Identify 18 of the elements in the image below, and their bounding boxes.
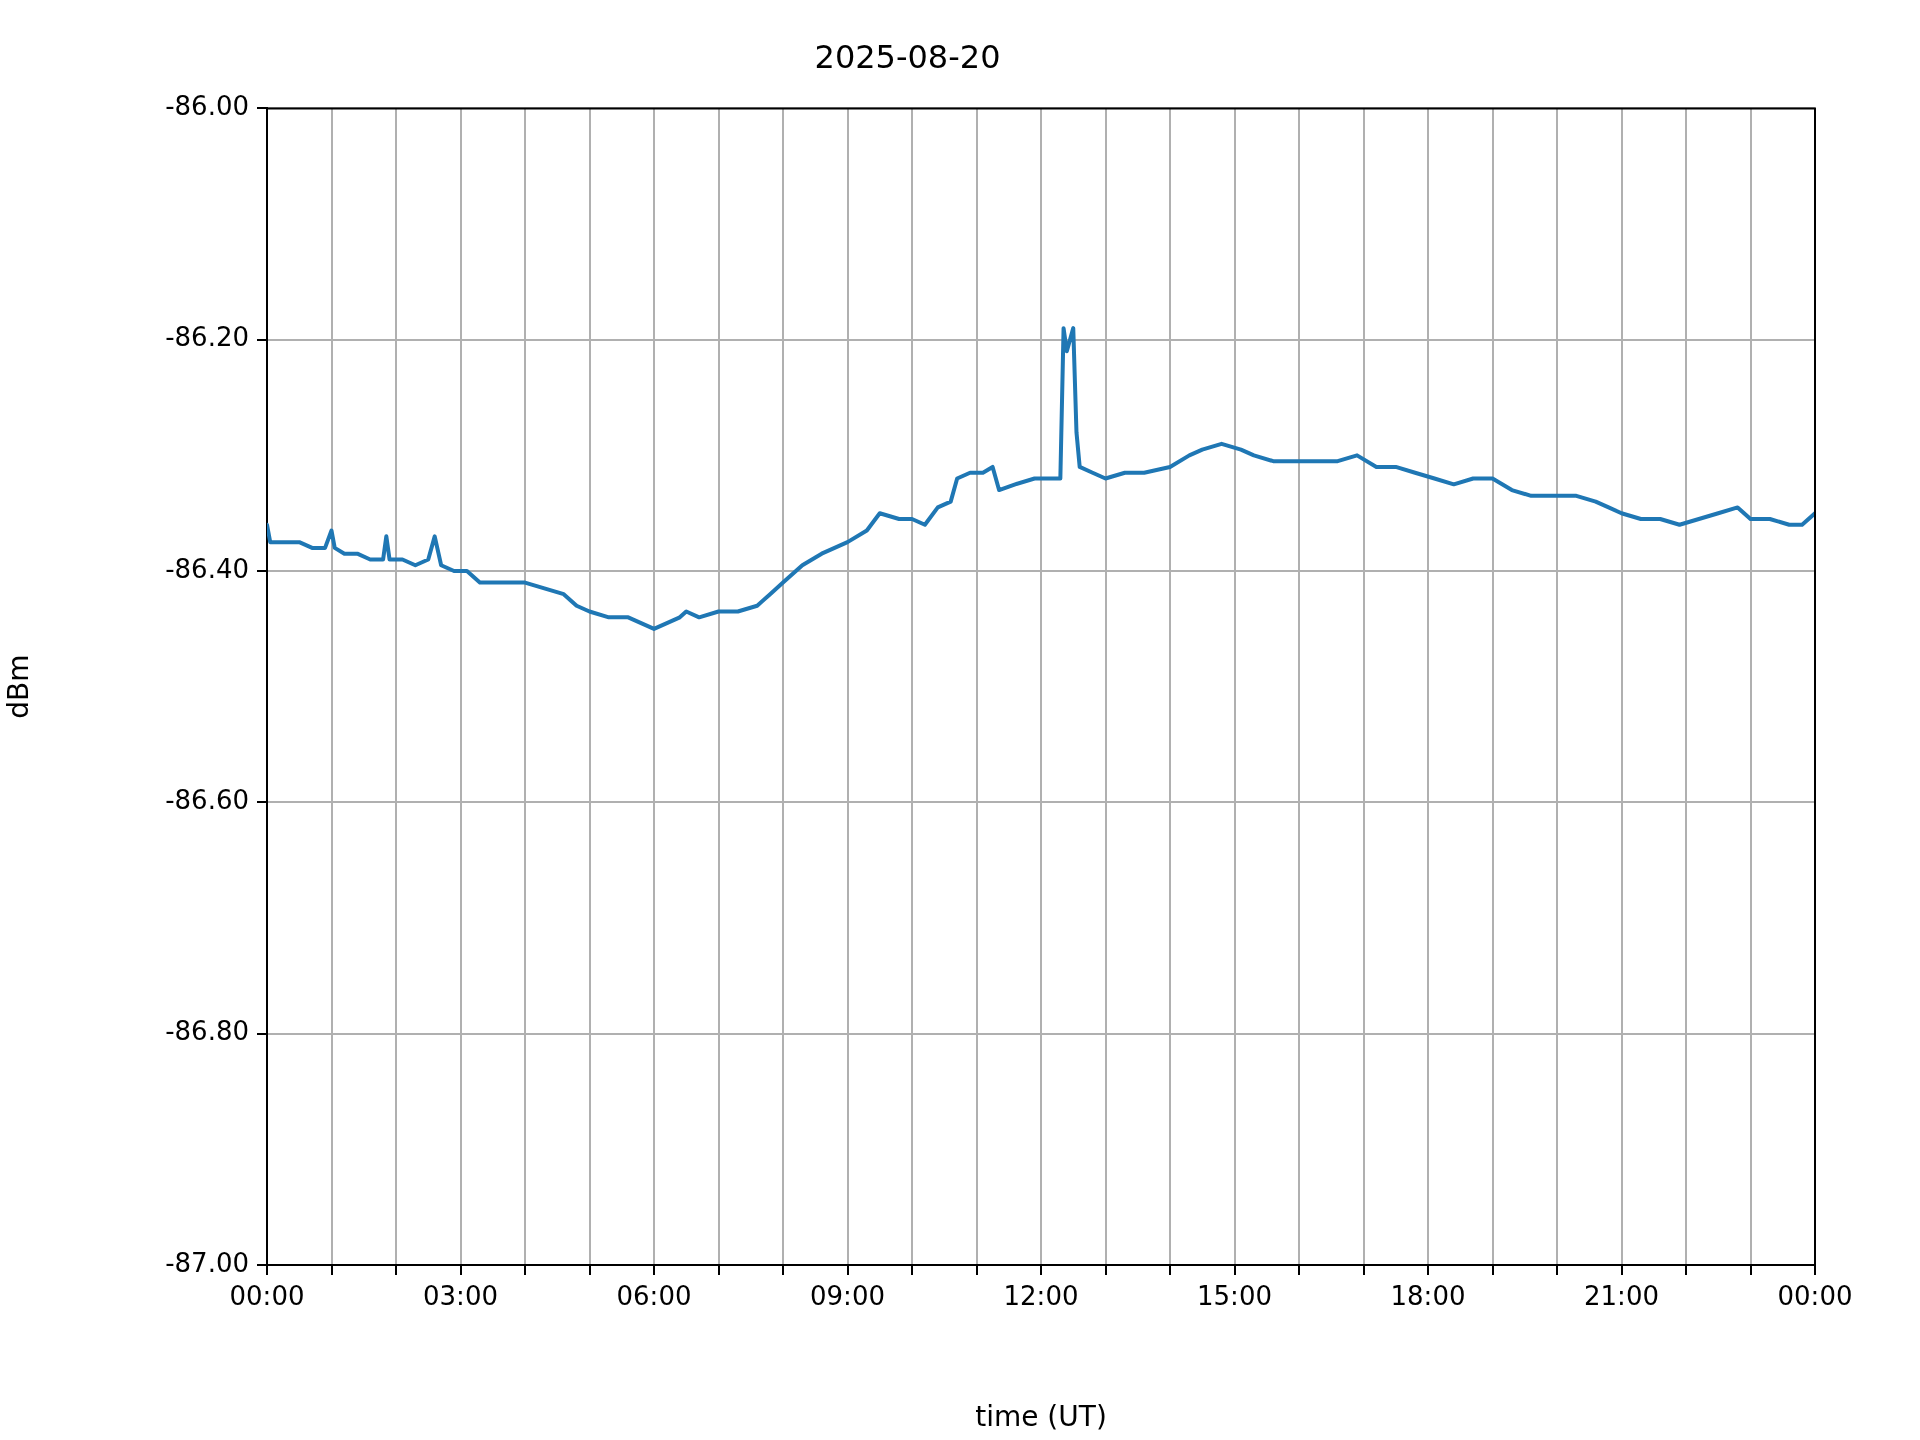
y-axis-title: dBm (2, 654, 36, 719)
x-tick-label: 00:00 (1777, 1281, 1853, 1312)
x-tick-label: 15:00 (1197, 1281, 1272, 1312)
x-axis-title: time (UT) (975, 1400, 1107, 1434)
y-tick-label: -86.60 (165, 785, 249, 816)
y-tick-label: -87.00 (165, 1247, 249, 1278)
x-tick-label: 21:00 (1584, 1281, 1659, 1312)
x-tick-label: 03:00 (423, 1281, 498, 1312)
x-tick-label: 09:00 (810, 1281, 885, 1312)
y-tick-label: -86.20 (165, 322, 249, 353)
x-tick-label: 00:00 (229, 1281, 305, 1312)
x-tick-label: 18:00 (1390, 1281, 1466, 1312)
chart-title: 2025-08-20 (814, 37, 1001, 76)
y-tick-label: -86.00 (165, 91, 249, 122)
y-tick-label: -86.40 (165, 553, 249, 584)
x-tick-label: 06:00 (616, 1281, 692, 1312)
x-tick-label: 12:00 (1003, 1281, 1079, 1312)
y-tick-label: -86.80 (165, 1016, 249, 1047)
